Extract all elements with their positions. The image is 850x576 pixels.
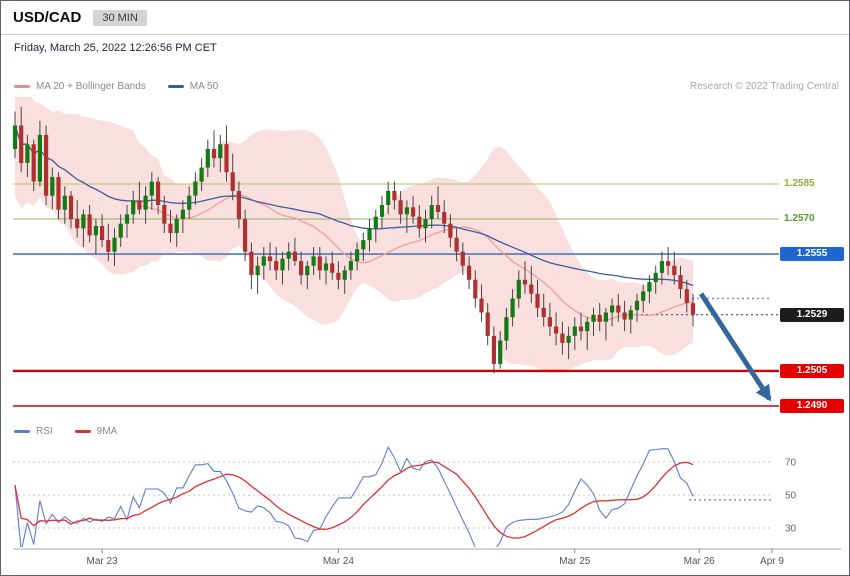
price-level-chip-12555: 1.2555 [780,247,844,262]
bollinger-band-fill [15,97,693,374]
chart-header: USD/CAD 30 MIN [1,1,849,35]
ma50-swatch-icon [167,85,184,88]
research-copyright: Research © 2022 Trading Central [689,81,839,92]
timeframe-badge: 30 MIN [93,9,147,26]
legend-ma20-bollinger: MA 20 + Bollinger Bands [14,81,146,92]
price-level-chip-12490: 1.2490 [780,398,844,413]
x-axis-tick-label: Mar 24 [323,556,355,567]
main-chart-legend: MA 20 + Bollinger Bands MA 50 [14,81,218,92]
legend-ma50: MA 50 [167,81,219,92]
x-axis-tick-label: Mar 25 [559,556,591,567]
x-axis-tick-label: Mar 23 [87,556,119,567]
rsi-axis-label: 50 [785,491,797,502]
chart-datetime: Friday, March 25, 2022 12:26:56 PM CET [14,42,217,54]
rsi-legend: RSI 9MA [14,426,117,437]
rsi-axis-label: 70 [785,458,797,469]
x-axis-tick-label: Mar 26 [684,556,716,567]
price-level-label-12585: 1.2585 [784,177,815,189]
x-axis-tick-label: Apr 9 [760,556,784,567]
price-level-chip-12529: 1.2529 [780,307,844,322]
legend-rsi-label: RSI [36,426,53,437]
rsi-layer [14,445,694,547]
legend-ma50-label: MA 50 [189,81,219,92]
ma20-bollinger-swatch-icon [14,85,30,88]
rsi-swatch-icon [14,430,30,433]
legend-rsi: RSI [14,426,53,437]
rsi-9ma-swatch-icon [74,430,91,433]
candles-layer [12,106,696,374]
symbol-title: USD/CAD [13,9,82,26]
legend-9ma-label: 9MA [96,426,118,437]
legend-ma20-bollinger-label: MA 20 + Bollinger Bands [36,81,146,92]
price-level-label-12570: 1.2570 [784,213,815,225]
price-level-chip-12505: 1.2505 [780,363,844,378]
legend-9ma: 9MA [74,426,118,437]
rsi-axis-label: 30 [785,524,797,535]
